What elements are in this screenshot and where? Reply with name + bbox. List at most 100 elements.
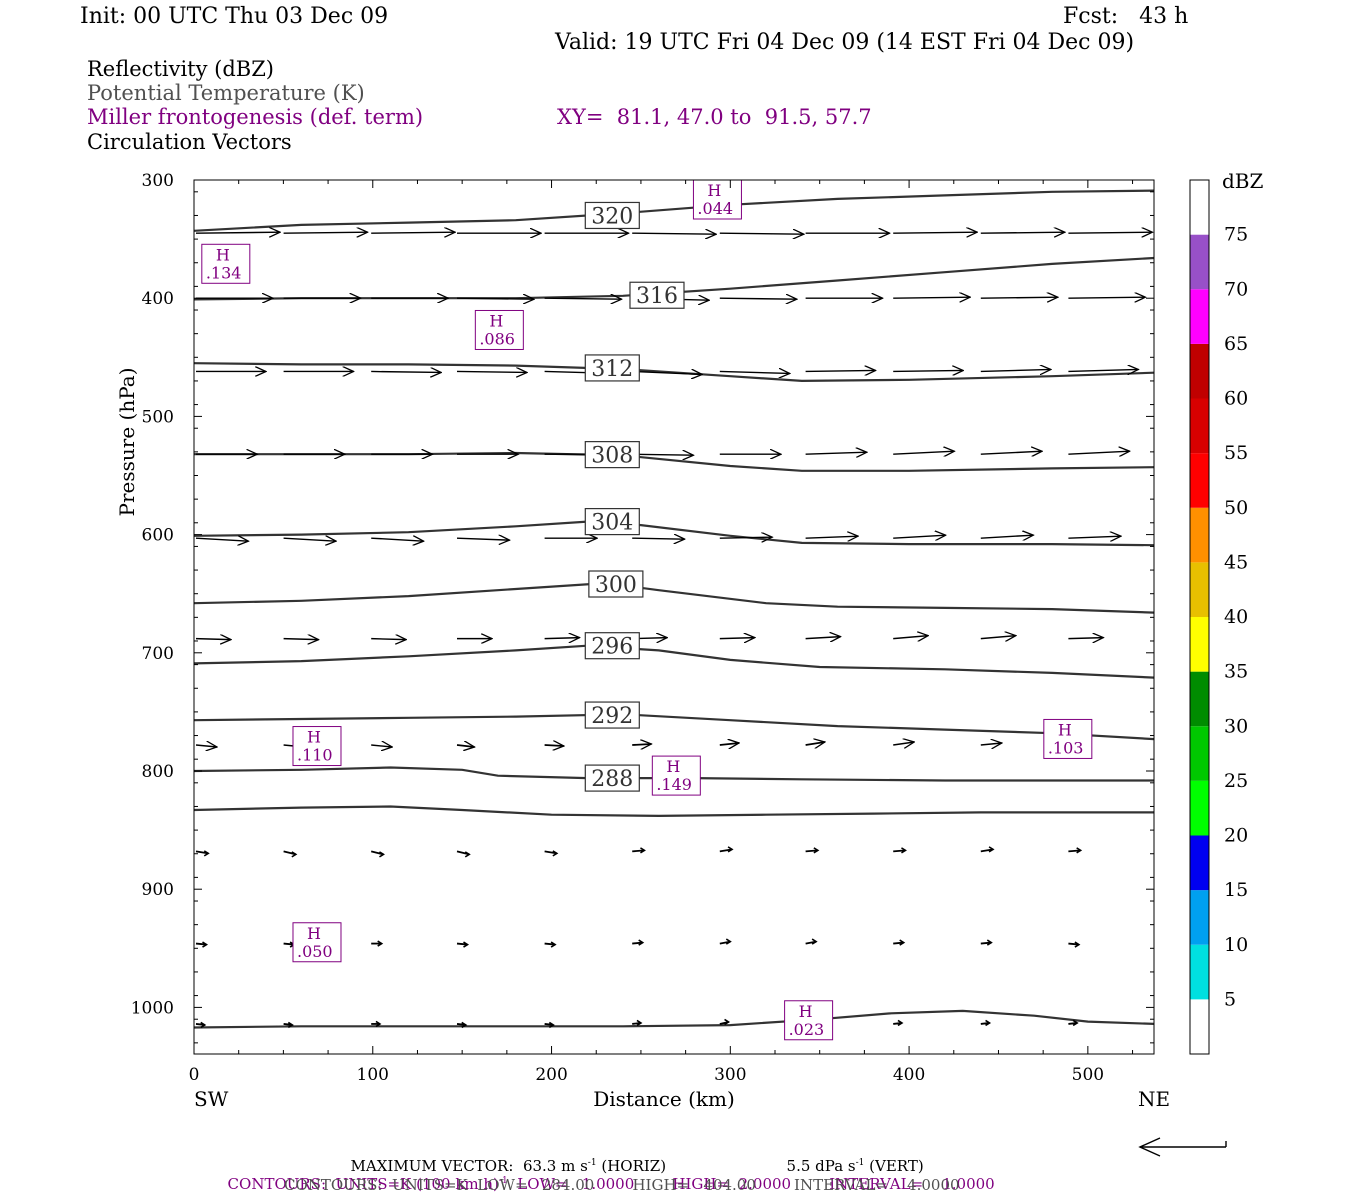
frontogenesis-max-label: H bbox=[216, 245, 230, 264]
x-tick-label: 500 bbox=[1072, 1065, 1104, 1085]
circulation-vector bbox=[980, 369, 1051, 371]
circulation-vector-head bbox=[203, 850, 210, 857]
y-axis-title: Pressure (hPa) bbox=[115, 368, 139, 517]
theta-contour-312 bbox=[193, 362, 1155, 383]
theta-contour-308 bbox=[194, 451, 1155, 472]
circulation-vector bbox=[1068, 297, 1145, 298]
frontogenesis-max-box bbox=[201, 243, 251, 284]
circulation-vector-head bbox=[550, 941, 557, 948]
contours-fg-units: CONTOURS: UNITS=K (100 km h) bbox=[227, 1175, 499, 1193]
circulation-vector-head bbox=[464, 851, 471, 858]
frontogenesis-max-value: .044 bbox=[697, 199, 733, 218]
circulation-vector bbox=[632, 849, 645, 853]
circulation-vector bbox=[195, 232, 280, 233]
max-vector-line: MAXIMUM VECTOR: 63.3 m s-1 (HORIZ) bbox=[341, 1139, 667, 1175]
colorbar-title: dBZ bbox=[1222, 169, 1264, 193]
circulation-vector bbox=[1068, 232, 1152, 233]
field-circulation-vectors: Circulation Vectors bbox=[87, 130, 292, 154]
circulation-vector bbox=[456, 371, 527, 372]
circulation-vector-head bbox=[1076, 847, 1083, 854]
contour-label-box bbox=[584, 632, 640, 660]
circulation-vector bbox=[719, 537, 773, 538]
colorbar-label-65: 65 bbox=[1224, 333, 1248, 355]
circulation-vector-head bbox=[1072, 1019, 1079, 1027]
frontogenesis-max-value: .086 bbox=[479, 329, 515, 348]
circulation-vector bbox=[195, 639, 231, 640]
circulation-vector-head bbox=[638, 939, 645, 946]
y-tick-label: 1000 bbox=[131, 998, 174, 1018]
circulation-vector bbox=[544, 298, 622, 299]
colorbar-segment bbox=[1190, 780, 1209, 836]
circulation-vector bbox=[893, 535, 946, 538]
colorbar-label-60: 60 bbox=[1224, 388, 1248, 410]
circulation-vector bbox=[371, 639, 406, 640]
colorbar-segment bbox=[1190, 453, 1209, 508]
circulation-vector-head bbox=[901, 847, 907, 854]
axes: 0 100 200 300 400 500 300 400 500 600 700 800 900 100… bbox=[115, 171, 1170, 1111]
colorbar-label-10: 10 bbox=[1224, 934, 1248, 956]
circulation-vector bbox=[980, 743, 1002, 745]
colorbar-segment bbox=[1190, 999, 1209, 1054]
init-time: Init: 00 UTC Thu 03 Dec 09 bbox=[80, 4, 389, 29]
frontogenesis-max-label: H bbox=[1058, 720, 1072, 739]
circulation-vector bbox=[283, 538, 337, 541]
max-vert-value: 5.5 dPa s bbox=[786, 1157, 856, 1175]
field-miller-frontogenesis: Miller frontogenesis (def. term) bbox=[87, 105, 424, 129]
colorbar-segment bbox=[1190, 671, 1209, 727]
colorbar-segment bbox=[1190, 617, 1209, 672]
circulation-vector-head bbox=[1074, 941, 1081, 948]
y-tick-label: 500 bbox=[142, 407, 174, 427]
circulation-vector-head bbox=[985, 1019, 992, 1027]
circulation-vector bbox=[805, 637, 841, 639]
contour-label-box bbox=[584, 354, 640, 382]
frontogenesis-max-label: H bbox=[666, 757, 680, 776]
contour-label-308: 308 bbox=[591, 444, 633, 469]
frontogenesis-max-label: H bbox=[307, 924, 321, 943]
contour-label-312: 312 bbox=[591, 357, 633, 382]
colorbar-segment bbox=[1190, 398, 1209, 454]
circulation-vector bbox=[371, 745, 392, 747]
frontogenesis-max-value: .103 bbox=[1048, 738, 1084, 757]
cross-section-endpoints: XY= 81.1, 47.0 to 91.5, 57.7 bbox=[557, 105, 872, 129]
contour-label-box bbox=[584, 507, 640, 536]
circulation-vector bbox=[893, 849, 906, 853]
circulation-vector bbox=[805, 452, 867, 454]
x-end-label-ne: NE bbox=[1138, 1087, 1170, 1111]
colorbar-segment bbox=[1190, 890, 1209, 945]
circulation-vector bbox=[632, 744, 651, 745]
x-tick-label: 200 bbox=[535, 1065, 567, 1085]
circulation-vector bbox=[1068, 451, 1129, 454]
circulation-vector bbox=[371, 371, 441, 372]
frontogenesis-max-box bbox=[784, 1000, 834, 1041]
circulation-vector bbox=[893, 370, 963, 371]
circulation-vector bbox=[980, 535, 1034, 538]
contour-label-292: 292 bbox=[591, 704, 633, 729]
contour-label-296: 296 bbox=[591, 635, 633, 660]
colorbar-label-5: 5 bbox=[1224, 988, 1236, 1010]
circulation-vector bbox=[719, 233, 804, 234]
circulation-vector bbox=[283, 232, 368, 233]
circulation-vector-head bbox=[813, 847, 820, 854]
circulation-vector bbox=[719, 743, 739, 745]
y-tick-label: 600 bbox=[142, 526, 174, 546]
circulation-vector bbox=[632, 538, 685, 539]
frontogenesis-max-value: .023 bbox=[789, 1020, 825, 1039]
circulation-vectors bbox=[195, 232, 1152, 1029]
x-tick-label: 100 bbox=[357, 1065, 389, 1085]
contours-theta-info: CONTOURS: UNITS=K LOW= 284.00 HIGH= 404.… bbox=[284, 1176, 960, 1194]
circulation-vector-head bbox=[897, 1019, 904, 1027]
colorbar-segment bbox=[1190, 562, 1209, 617]
circulation-vector-head bbox=[463, 941, 470, 948]
colorbar-segment bbox=[1190, 234, 1209, 290]
contour-label-box bbox=[584, 701, 640, 729]
circulation-vector bbox=[980, 636, 1016, 639]
contours-fg-range: LOW= 1.0000 HIGH= 2.0000 INTERVAL= 1.000… bbox=[507, 1175, 995, 1193]
circulation-vector-head bbox=[200, 1021, 207, 1029]
contour-label-box bbox=[629, 281, 685, 309]
circulation-vector bbox=[805, 742, 825, 745]
field-potential-temperature: Potential Temperature (K) bbox=[87, 81, 365, 105]
circulation-vector bbox=[1068, 536, 1121, 538]
contour-labels: 320 316 312 308 304 300 296 292 288 bbox=[584, 201, 685, 792]
colorbar-segment bbox=[1190, 343, 1209, 399]
circulation-vector-head bbox=[725, 938, 732, 945]
